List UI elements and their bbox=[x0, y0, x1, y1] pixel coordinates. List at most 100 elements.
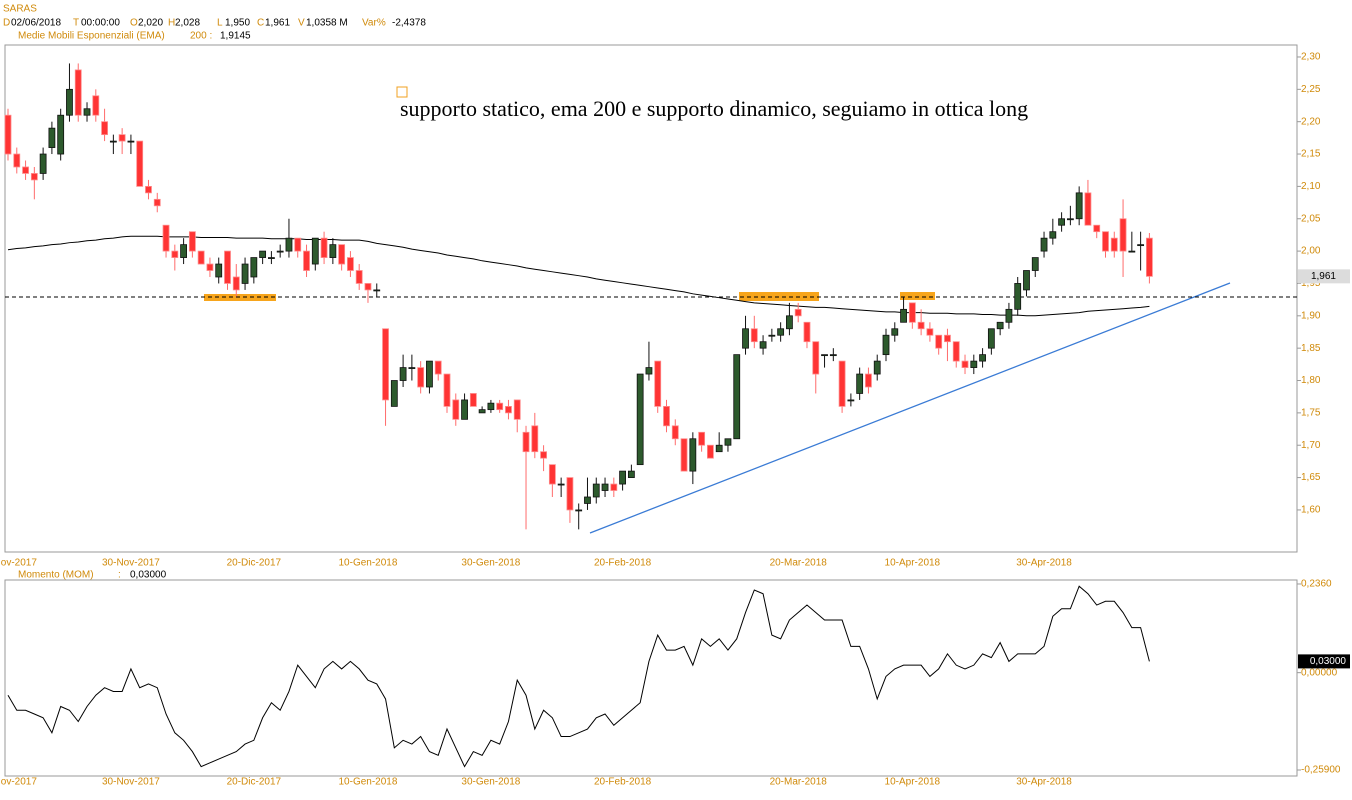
header-key: Var% bbox=[362, 18, 386, 29]
candle-body bbox=[1075, 192, 1083, 220]
candle-body bbox=[188, 231, 196, 252]
candle-body bbox=[750, 328, 758, 343]
candle-body bbox=[724, 438, 732, 446]
symbol: SARAS bbox=[3, 4, 37, 15]
candle-body bbox=[1058, 218, 1065, 226]
candle-body bbox=[803, 321, 811, 343]
candle-body bbox=[30, 173, 38, 181]
candle-body bbox=[829, 354, 837, 357]
candle-body bbox=[136, 140, 144, 187]
support-zone bbox=[739, 292, 819, 301]
y-tick-label: 2,05 bbox=[1301, 213, 1321, 224]
candle-body bbox=[232, 276, 240, 291]
candle-body bbox=[206, 263, 214, 271]
x-tick-label: 10-Nov-2017 bbox=[0, 558, 37, 569]
candle-body bbox=[733, 354, 741, 440]
annotation: supporto statico, ema 200 e supporto din… bbox=[400, 96, 1028, 121]
candle-body bbox=[777, 328, 785, 336]
candle-body bbox=[1102, 231, 1109, 252]
candle-body bbox=[197, 250, 205, 265]
candle-body bbox=[627, 470, 635, 478]
candle-body bbox=[1031, 257, 1039, 271]
candle-body bbox=[944, 334, 951, 343]
indicator-value: 0,03000 bbox=[130, 570, 167, 581]
x-tick-label: 10-Gen-2018 bbox=[339, 558, 398, 569]
candle-body bbox=[390, 380, 398, 407]
candle-body bbox=[592, 483, 600, 498]
candle-body bbox=[48, 127, 56, 148]
candle-body bbox=[522, 431, 530, 453]
y-tick-label: 1,95 bbox=[1301, 278, 1321, 289]
candle-body bbox=[250, 257, 258, 278]
candle-body bbox=[636, 373, 644, 466]
candle-body bbox=[987, 328, 995, 349]
candle-body bbox=[1014, 283, 1022, 310]
candle-body bbox=[1005, 308, 1013, 323]
indicator-period: 200 : bbox=[190, 31, 212, 42]
candle-body bbox=[469, 393, 477, 407]
candle-body bbox=[276, 250, 284, 253]
y-tick-label: 0,00000 bbox=[1301, 667, 1338, 678]
candle-body bbox=[882, 334, 890, 356]
last-value-box bbox=[1298, 654, 1350, 669]
x-tick-label: 30-Apr-2018 bbox=[1016, 777, 1072, 788]
y-tick-label: 2,25 bbox=[1301, 84, 1321, 95]
candle-body bbox=[267, 257, 275, 259]
momentum-panel bbox=[4, 579, 1298, 777]
candle-body bbox=[996, 321, 1004, 330]
candle-body bbox=[153, 198, 161, 207]
header-value: 1,950 bbox=[225, 18, 250, 29]
candle-body bbox=[347, 257, 354, 271]
candle-body bbox=[821, 354, 828, 357]
candle-body bbox=[707, 444, 714, 459]
candle-body bbox=[285, 237, 293, 252]
candle-body bbox=[382, 328, 389, 401]
candle-body bbox=[619, 470, 626, 485]
candle-body bbox=[364, 283, 372, 291]
candle-body bbox=[338, 244, 346, 265]
candle-body bbox=[224, 250, 231, 284]
last-price-box bbox=[1298, 269, 1350, 284]
candle-body bbox=[671, 425, 679, 440]
candle-body bbox=[689, 438, 697, 472]
candle-body bbox=[900, 308, 907, 323]
y-tick-label: 1,80 bbox=[1301, 375, 1321, 386]
candle-body bbox=[478, 409, 486, 414]
header-value: -2,4378 bbox=[392, 18, 426, 29]
y-tick-label: 1,90 bbox=[1301, 310, 1321, 321]
header-value: 1,961 bbox=[265, 18, 290, 29]
candle-body bbox=[496, 402, 504, 411]
candle-body bbox=[952, 341, 960, 362]
header-value: 02/06/2018 bbox=[11, 18, 61, 29]
candle-body bbox=[865, 373, 872, 388]
candle-body bbox=[917, 321, 925, 330]
candle-body bbox=[241, 263, 249, 284]
candle-body bbox=[162, 224, 170, 252]
candle-body bbox=[1110, 237, 1118, 252]
candle-body bbox=[759, 341, 767, 349]
candle-body bbox=[575, 509, 583, 512]
x-tick-label: 20-Feb-2018 bbox=[594, 777, 652, 788]
header-key: D bbox=[3, 18, 10, 29]
candle-body bbox=[1023, 270, 1030, 291]
candle-body bbox=[610, 483, 618, 491]
candle-body bbox=[417, 367, 425, 388]
candle-body bbox=[101, 121, 108, 136]
header-value: 00:00:00 bbox=[81, 18, 120, 29]
header-key: L bbox=[217, 18, 223, 29]
x-tick-label: 20-Mar-2018 bbox=[770, 558, 828, 569]
candle-body bbox=[715, 444, 723, 453]
y-tick-label: 2,10 bbox=[1301, 181, 1321, 192]
candle-body bbox=[812, 341, 820, 375]
candle-body bbox=[1049, 231, 1057, 239]
y-tick-label: 1,75 bbox=[1301, 408, 1321, 419]
candle-body bbox=[74, 69, 82, 116]
x-tick-label: 10-Apr-2018 bbox=[885, 777, 941, 788]
y-tick-label: 2,30 bbox=[1301, 52, 1321, 63]
x-tick-label: 30-Gen-2018 bbox=[461, 558, 520, 569]
header-value: 2,028 bbox=[175, 18, 200, 29]
candle-body bbox=[22, 166, 29, 174]
candle-body bbox=[908, 302, 916, 323]
candle-body bbox=[505, 406, 512, 414]
